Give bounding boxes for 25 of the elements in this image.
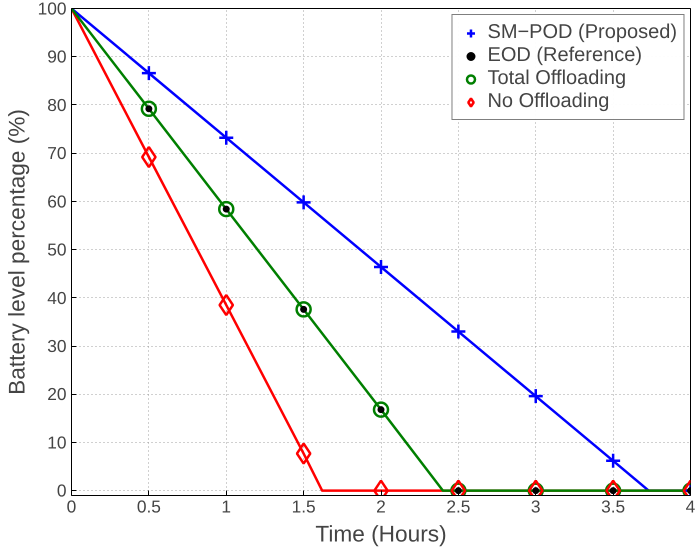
y-tick-label: 60 <box>47 191 67 212</box>
x-tick-label: 0.5 <box>136 496 161 516</box>
x-tick-label: 1.5 <box>292 496 316 516</box>
y-tick-label: 30 <box>47 336 67 356</box>
y-tick-label: 0 <box>56 480 67 501</box>
legend-label: No Offloading <box>487 90 610 113</box>
legend-label: Total Offloading <box>487 67 626 90</box>
y-tick-label: 90 <box>47 46 67 67</box>
y-tick-label: 20 <box>47 384 67 404</box>
x-tick-label: 3 <box>530 496 541 516</box>
y-tick-label: 70 <box>47 143 67 164</box>
y-tick-label: 40 <box>47 288 67 308</box>
legend-label: EOD (Reference) <box>487 44 642 67</box>
x-tick-label: 4 <box>686 496 696 516</box>
x-tick-label: 2 <box>376 496 386 516</box>
x-tick-label: 3.5 <box>601 496 626 516</box>
legend-label: SM−POD (Proposed) <box>487 21 677 44</box>
y-tick-label: 10 <box>47 432 67 452</box>
y-tick-label: 50 <box>47 240 67 260</box>
x-tick-label: 2.5 <box>446 496 470 516</box>
x-tick-label: 1 <box>221 496 232 516</box>
y-tick-label: 100 <box>38 0 67 18</box>
y-axis-title: Battery level percentage (%) <box>4 109 30 395</box>
x-axis-title: Time (Hours) <box>315 520 447 546</box>
y-tick-label: 80 <box>47 94 67 115</box>
